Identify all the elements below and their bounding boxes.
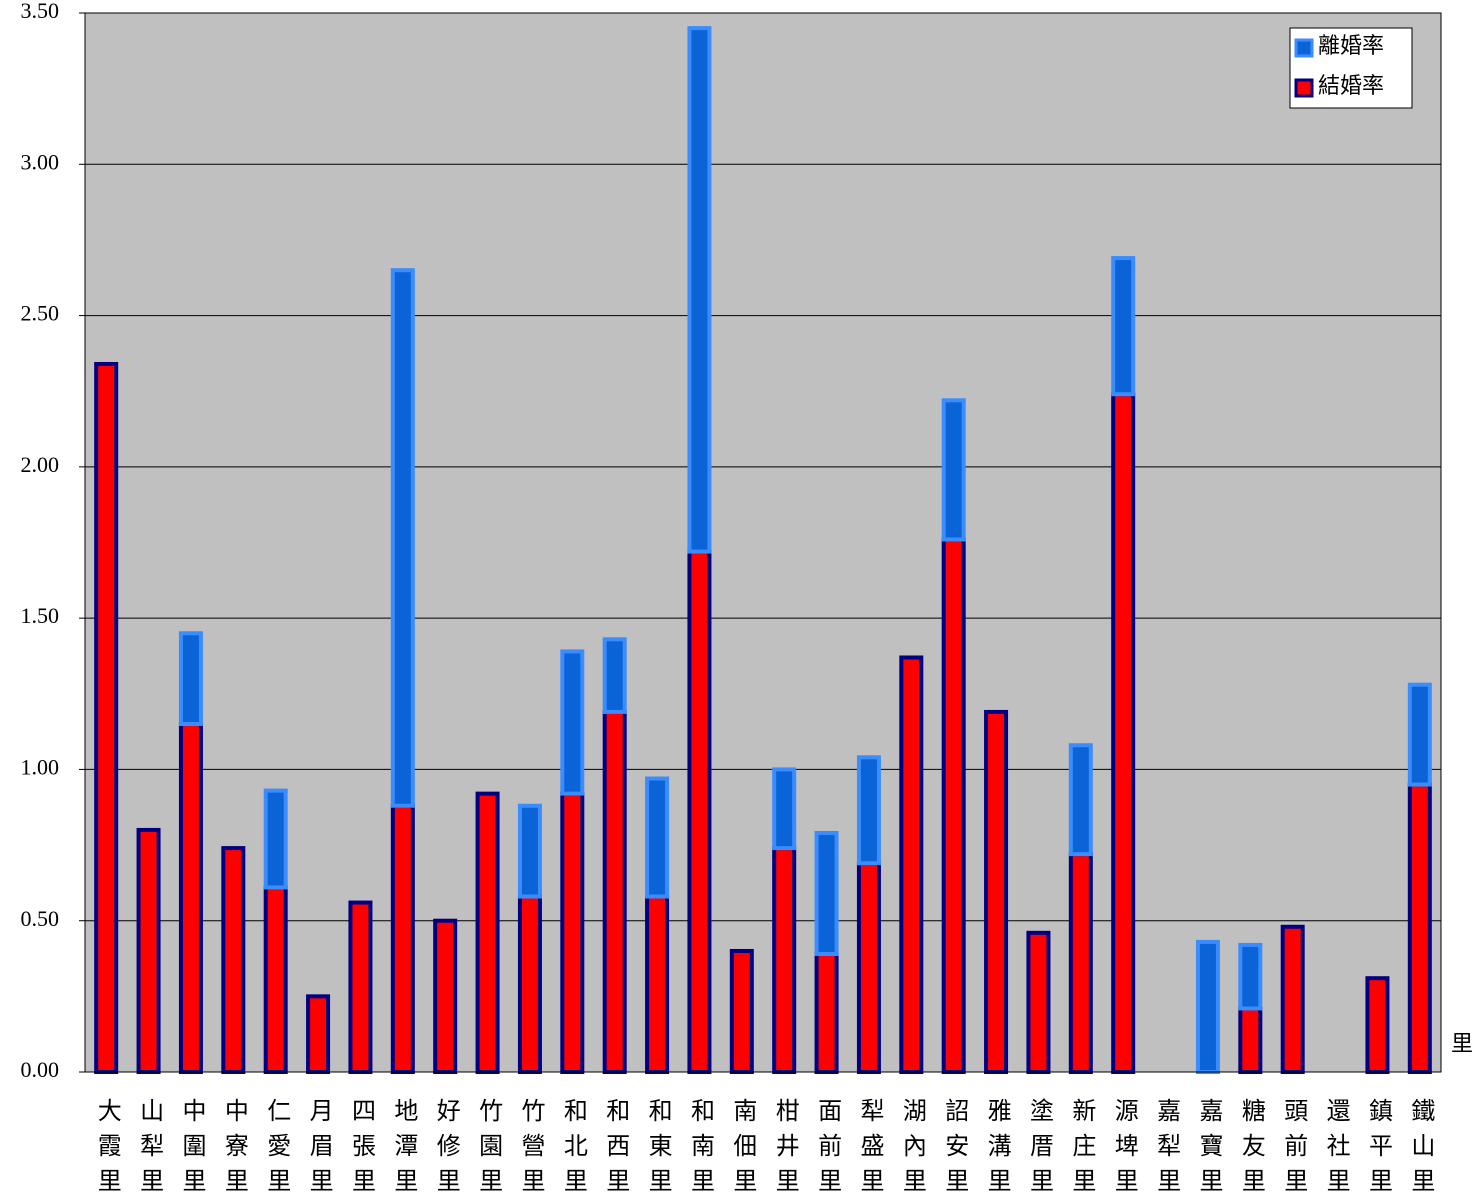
- bar-segment: [772, 846, 797, 1075]
- bar-segment: [856, 755, 881, 866]
- x-tick-label: 柑井里: [771, 1098, 799, 1197]
- x-tick-label: 好修里: [432, 1098, 460, 1197]
- bar-segment: [1238, 942, 1263, 1011]
- bar-segment: [1195, 939, 1220, 1074]
- bar-segment: [306, 994, 331, 1074]
- bar-segment: [517, 803, 542, 899]
- bar-segment: [560, 791, 585, 1074]
- bar-segment: [1026, 930, 1051, 1074]
- legend-swatch: [1294, 78, 1314, 98]
- y-tick-label: 2.50: [21, 301, 60, 326]
- bar-segment: [94, 361, 119, 1074]
- bar-segment: [687, 26, 712, 554]
- bar-segment: [433, 918, 458, 1075]
- x-tick-label: 中寮里: [220, 1098, 248, 1197]
- x-tick-label: 塗厝里: [1025, 1098, 1053, 1197]
- x-tick-label: 南佃里: [729, 1098, 757, 1197]
- bar-segment: [941, 398, 966, 542]
- x-tick-label: 雅溝里: [983, 1098, 1011, 1197]
- bar-segment: [1111, 392, 1136, 1074]
- x-tick-label: 山犁里: [136, 1098, 163, 1197]
- bar-segment: [814, 951, 839, 1074]
- x-tick-label: 鐵山里: [1407, 1098, 1435, 1197]
- bar-segment: [814, 830, 839, 956]
- x-tick-label: 還社里: [1322, 1098, 1350, 1197]
- x-tick-label: 四張里: [347, 1098, 374, 1197]
- bar-segment: [856, 861, 881, 1074]
- bar-segment: [475, 791, 500, 1074]
- bar-segment: [1407, 682, 1432, 787]
- bar-segment: [221, 846, 246, 1075]
- bar-segment: [984, 709, 1009, 1074]
- bar-segment: [687, 549, 712, 1074]
- bar-segment: [1111, 256, 1136, 397]
- bar-segment: [348, 900, 373, 1074]
- x-tick-label: 地潭里: [390, 1098, 418, 1197]
- x-axis-label: 里: [1451, 1031, 1473, 1056]
- y-tick-label: 1.00: [21, 754, 60, 779]
- bar-segment: [517, 894, 542, 1074]
- bar-segment: [645, 894, 670, 1074]
- x-tick-label: 和南里: [686, 1098, 714, 1197]
- bar-segment: [1407, 782, 1432, 1074]
- x-tick-label: 和東里: [644, 1098, 672, 1197]
- x-tick-label: 中圍里: [178, 1098, 205, 1197]
- x-tick-label: 和西里: [602, 1098, 630, 1197]
- bar-segment: [1068, 852, 1093, 1074]
- legend-label: 結婚率: [1318, 73, 1384, 98]
- x-tick-label: 鎮平里: [1364, 1098, 1392, 1197]
- bar-segment: [1068, 743, 1093, 857]
- bar-segment: [1280, 924, 1305, 1074]
- x-tick-label: 竹營里: [517, 1098, 545, 1197]
- x-tick-label: 新庄里: [1068, 1098, 1096, 1197]
- x-tick-label: 面前里: [814, 1098, 841, 1197]
- bar-segment: [263, 885, 288, 1075]
- bar-segment: [263, 788, 288, 890]
- x-tick-label: 嘉寶里: [1195, 1098, 1223, 1197]
- bar-segment: [602, 637, 627, 714]
- bar-segment: [178, 631, 203, 727]
- bar-segment: [560, 649, 585, 796]
- bar-segment: [602, 709, 627, 1074]
- bar-segment: [772, 767, 797, 851]
- x-tick-label: 源埤里: [1110, 1098, 1138, 1197]
- x-tick-label: 仁愛里: [263, 1098, 291, 1197]
- x-tick-label: 糖友里: [1237, 1098, 1265, 1197]
- y-tick-label: 3.50: [21, 0, 60, 23]
- y-tick-label: 2.00: [21, 452, 60, 477]
- bar-segment: [729, 948, 754, 1075]
- y-tick-label: 3.00: [21, 149, 60, 174]
- legend-label: 離婚率: [1318, 33, 1384, 58]
- y-tick-label: 1.50: [21, 603, 60, 628]
- bar-segment: [899, 655, 924, 1075]
- bar-segment: [178, 722, 203, 1074]
- bar-segment: [390, 803, 415, 1074]
- x-tick-label: 犁盛里: [856, 1098, 883, 1197]
- x-tick-label: 湖內里: [898, 1098, 926, 1197]
- plot-area: [84, 12, 1442, 1073]
- x-tick-label: 大霞里: [93, 1098, 120, 1197]
- bar-segment: [1238, 1006, 1263, 1075]
- x-tick-label: 詔安里: [941, 1098, 969, 1197]
- legend-swatch: [1294, 38, 1314, 58]
- bar-segment: [390, 268, 415, 808]
- bar-segment: [136, 827, 161, 1075]
- x-tick-label: 嘉犁里: [1153, 1098, 1181, 1197]
- bar-segment: [1365, 976, 1390, 1075]
- bar-segment: [941, 537, 966, 1074]
- x-tick-label: 月眉里: [305, 1098, 333, 1197]
- y-tick-label: 0.50: [21, 906, 60, 931]
- x-tick-label: 竹園里: [475, 1098, 503, 1197]
- y-tick-label: 0.00: [21, 1057, 60, 1082]
- bar-segment: [645, 776, 670, 899]
- x-tick-label: 和北里: [559, 1098, 587, 1197]
- x-tick-label: 頭前里: [1280, 1098, 1308, 1197]
